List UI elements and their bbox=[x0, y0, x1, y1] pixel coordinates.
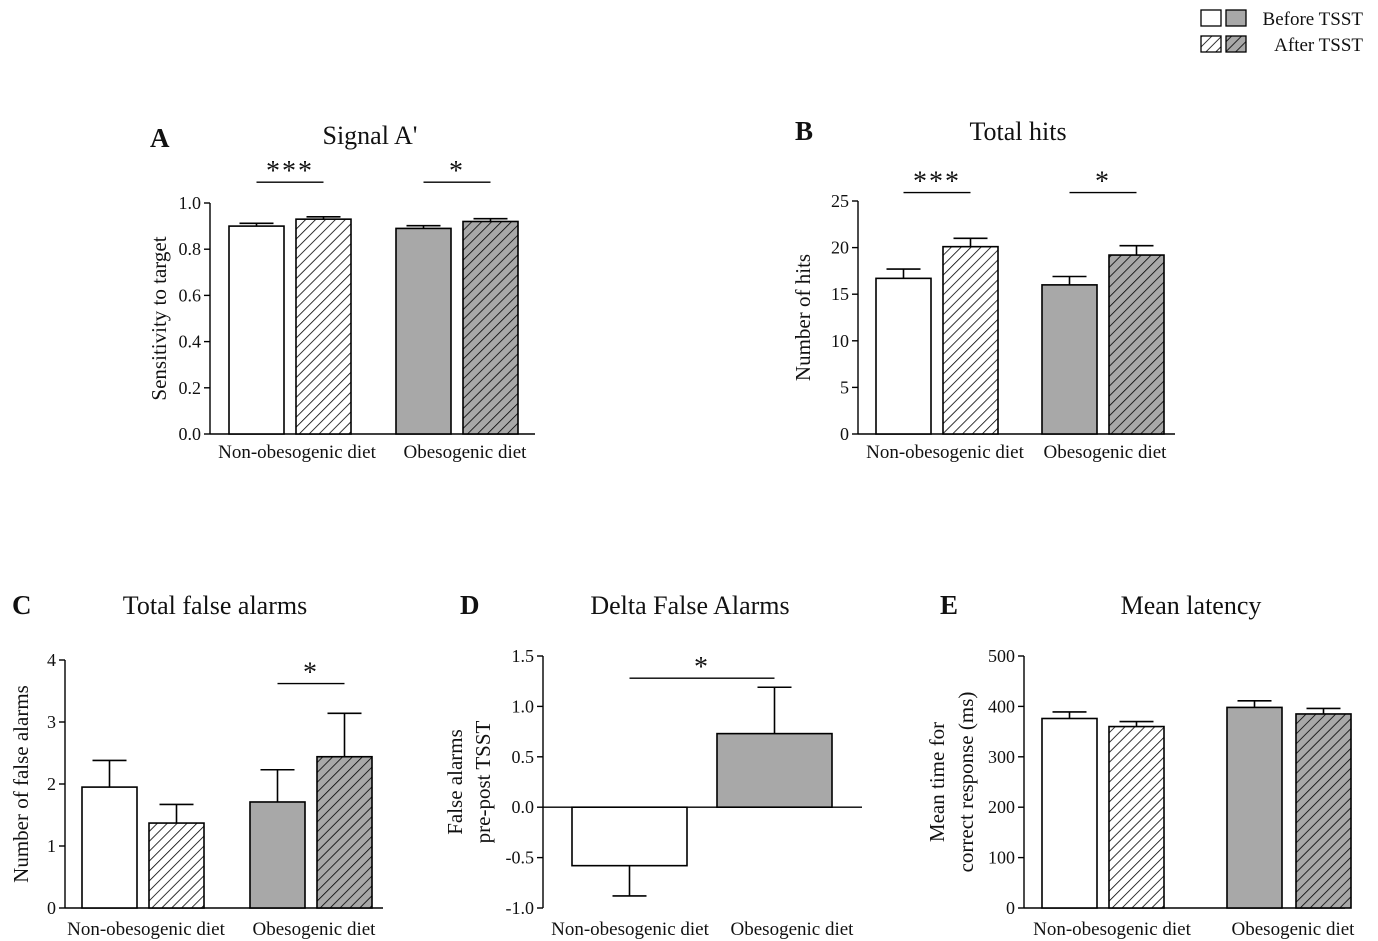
legend-swatch-after-obesogenic bbox=[1225, 35, 1247, 53]
x-category-label: Obesogenic diet bbox=[1044, 442, 1168, 463]
chart-panels: A Signal A' Sensitivity to target 0.0 0.2 0.4… bbox=[9, 116, 1355, 940]
legend-swatch-after-non-obesogenic bbox=[1200, 35, 1222, 53]
legend-swatch-before-non-obesogenic bbox=[1200, 9, 1222, 27]
bar-non-obesogenic-after bbox=[295, 218, 352, 435]
x-category-label: Non-obesogenic diet bbox=[551, 919, 709, 940]
chart-panel-a: A Signal A' Sensitivity to target 0.0 0.2 0.4… bbox=[147, 121, 535, 463]
legend-swatch-before-obesogenic bbox=[1225, 9, 1247, 27]
significance-marker: *** bbox=[913, 167, 961, 198]
y-tick-label: 1.5 bbox=[512, 646, 535, 666]
y-tick-label: 0.5 bbox=[512, 747, 535, 767]
x-category-label: Non-obesogenic diet bbox=[1033, 919, 1191, 940]
bar-non-obesogenic-before bbox=[228, 225, 285, 435]
panel-letter: D bbox=[460, 590, 480, 620]
y-axis-label: Sensitivity to target bbox=[147, 236, 171, 400]
chart-title: Total hits bbox=[969, 117, 1066, 146]
y-tick-label: 100 bbox=[988, 848, 1015, 868]
y-tick-label: 3 bbox=[47, 712, 56, 732]
y-tick-label: 10 bbox=[831, 331, 849, 351]
x-category-label: Obesogenic diet bbox=[404, 442, 528, 463]
bar-obesogenic-before bbox=[249, 801, 306, 909]
legend: Before TSST After TSST bbox=[1200, 9, 1364, 56]
significance-marker: * bbox=[1095, 167, 1111, 198]
y-tick-label: -1.0 bbox=[506, 898, 535, 918]
y-axis-label: correct response (ms) bbox=[954, 692, 978, 873]
y-axis-label: Mean time for bbox=[925, 722, 949, 842]
bar-non-obesogenic-before bbox=[875, 277, 932, 435]
x-category-label: Obesogenic diet bbox=[1232, 919, 1356, 940]
chart-title: Total false alarms bbox=[123, 591, 307, 620]
y-tick-label: 0 bbox=[1006, 898, 1015, 918]
panel-letter: A bbox=[150, 123, 170, 153]
y-axis-label: pre-post TSST bbox=[471, 720, 495, 843]
y-tick-label: 0.0 bbox=[179, 424, 202, 444]
y-axis-label: False alarms bbox=[443, 729, 467, 835]
y-tick-label: 0.0 bbox=[512, 797, 535, 817]
y-tick-label: 0 bbox=[840, 424, 849, 444]
y-tick-label: 0.6 bbox=[179, 285, 202, 305]
x-category-label: Non-obesogenic diet bbox=[67, 919, 225, 940]
panel-letter: C bbox=[12, 590, 32, 620]
bar-non-obesogenic-after bbox=[942, 245, 999, 435]
panel-letter: E bbox=[940, 590, 958, 620]
chart-title: Signal A' bbox=[323, 121, 418, 150]
y-tick-label: -0.5 bbox=[506, 848, 535, 868]
panel-letter: B bbox=[795, 116, 813, 146]
y-tick-label: 400 bbox=[988, 696, 1015, 716]
y-tick-label: 20 bbox=[831, 238, 849, 258]
x-category-label: Non-obesogenic diet bbox=[866, 442, 1024, 463]
y-axis-label: Number of false alarms bbox=[9, 685, 33, 883]
bar-non-obesogenic-before bbox=[1041, 717, 1098, 909]
y-tick-label: 1.0 bbox=[179, 193, 202, 213]
bar-non-obesogenic-delta bbox=[571, 806, 688, 867]
chart-panel-b: B Total hits Number of hits 0 5 10 15 20 25 Non-o… bbox=[791, 116, 1175, 463]
legend-label-before: Before TSST bbox=[1263, 9, 1364, 30]
bar-non-obesogenic-before bbox=[81, 786, 138, 909]
chart-title: Delta False Alarms bbox=[590, 591, 789, 620]
chart-panel-c: C Total false alarms Number of false alarm… bbox=[9, 590, 383, 940]
bar-obesogenic-before bbox=[1226, 706, 1283, 909]
significance-marker: * bbox=[449, 156, 465, 187]
y-tick-label: 1 bbox=[47, 836, 56, 856]
x-category-label: Obesogenic diet bbox=[731, 919, 855, 940]
y-axis-label: Number of hits bbox=[791, 254, 815, 381]
x-category-label: Obesogenic diet bbox=[253, 919, 377, 940]
y-tick-label: 0.4 bbox=[179, 332, 202, 352]
bar-obesogenic-after bbox=[1108, 254, 1165, 435]
bar-obesogenic-after bbox=[1295, 713, 1352, 909]
y-tick-label: 0.8 bbox=[179, 239, 202, 259]
chart-panel-e: E Mean latency Mean time for correct respon… bbox=[925, 590, 1355, 940]
significance-marker: *** bbox=[266, 156, 314, 187]
y-tick-label: 0 bbox=[47, 898, 56, 918]
bar-obesogenic-before bbox=[1041, 284, 1098, 435]
bar-non-obesogenic-after bbox=[148, 822, 205, 909]
significance-marker: * bbox=[694, 652, 710, 683]
y-tick-label: 200 bbox=[988, 797, 1015, 817]
y-tick-label: 15 bbox=[831, 284, 849, 304]
y-tick-label: 500 bbox=[988, 646, 1015, 666]
y-tick-label: 4 bbox=[47, 650, 56, 670]
legend-label-after: After TSST bbox=[1274, 35, 1363, 56]
bar-obesogenic-before bbox=[395, 227, 452, 435]
bar-obesogenic-after bbox=[316, 755, 373, 909]
y-tick-label: 2 bbox=[47, 774, 56, 794]
y-tick-label: 1.0 bbox=[512, 696, 535, 716]
bar-obesogenic-delta bbox=[716, 732, 833, 809]
y-tick-label: 25 bbox=[831, 191, 849, 211]
bar-obesogenic-after bbox=[462, 220, 519, 435]
bar-non-obesogenic-after bbox=[1108, 725, 1165, 909]
chart-title: Mean latency bbox=[1121, 591, 1262, 620]
significance-marker: * bbox=[303, 658, 319, 689]
x-category-label: Non-obesogenic diet bbox=[218, 442, 376, 463]
chart-panel-d: D Delta False Alarms False alarms pre-post … bbox=[443, 590, 862, 940]
y-tick-label: 5 bbox=[840, 377, 849, 397]
y-tick-label: 0.2 bbox=[179, 378, 202, 398]
y-tick-label: 300 bbox=[988, 747, 1015, 767]
